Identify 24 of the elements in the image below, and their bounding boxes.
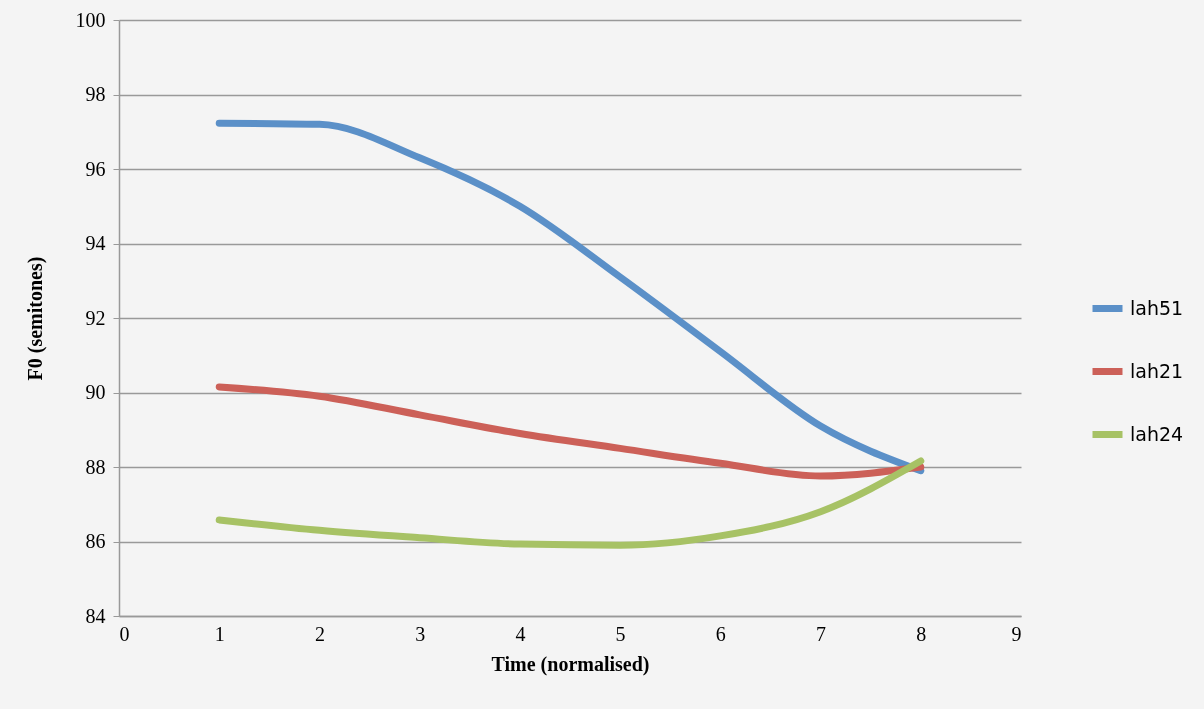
x-tick-label: 0 xyxy=(119,622,130,645)
x-tick-label: 4 xyxy=(515,622,526,645)
y-tick-label: 86 xyxy=(85,530,106,552)
y-tick-label: 100 xyxy=(75,8,106,31)
y-axis-title: F0 (semitones) xyxy=(23,256,47,381)
x-tick-label: 9 xyxy=(1011,622,1022,645)
y-tick-label: 84 xyxy=(85,604,106,627)
x-axis-title: Time (normalised) xyxy=(491,652,650,676)
y-tick-label: 88 xyxy=(85,455,106,478)
x-tick-label: 7 xyxy=(816,622,827,645)
x-tick-label: 8 xyxy=(916,622,927,645)
x-tick-label: 2 xyxy=(314,622,325,645)
legend-label: lah24 xyxy=(1130,422,1184,445)
y-tick-label: 94 xyxy=(85,232,106,254)
legend-label: lah51 xyxy=(1130,296,1184,319)
legend-label: lah21 xyxy=(1130,359,1184,382)
x-tick-label: 5 xyxy=(615,622,626,645)
y-tick-label: 90 xyxy=(85,381,106,403)
x-tick-label: 3 xyxy=(415,622,426,645)
x-tick-label: 6 xyxy=(715,622,726,645)
y-tick-label: 98 xyxy=(85,83,106,105)
x-tick-label: 1 xyxy=(214,622,225,645)
y-tick-label: 96 xyxy=(85,157,106,180)
y-tick-label: 92 xyxy=(85,306,106,329)
